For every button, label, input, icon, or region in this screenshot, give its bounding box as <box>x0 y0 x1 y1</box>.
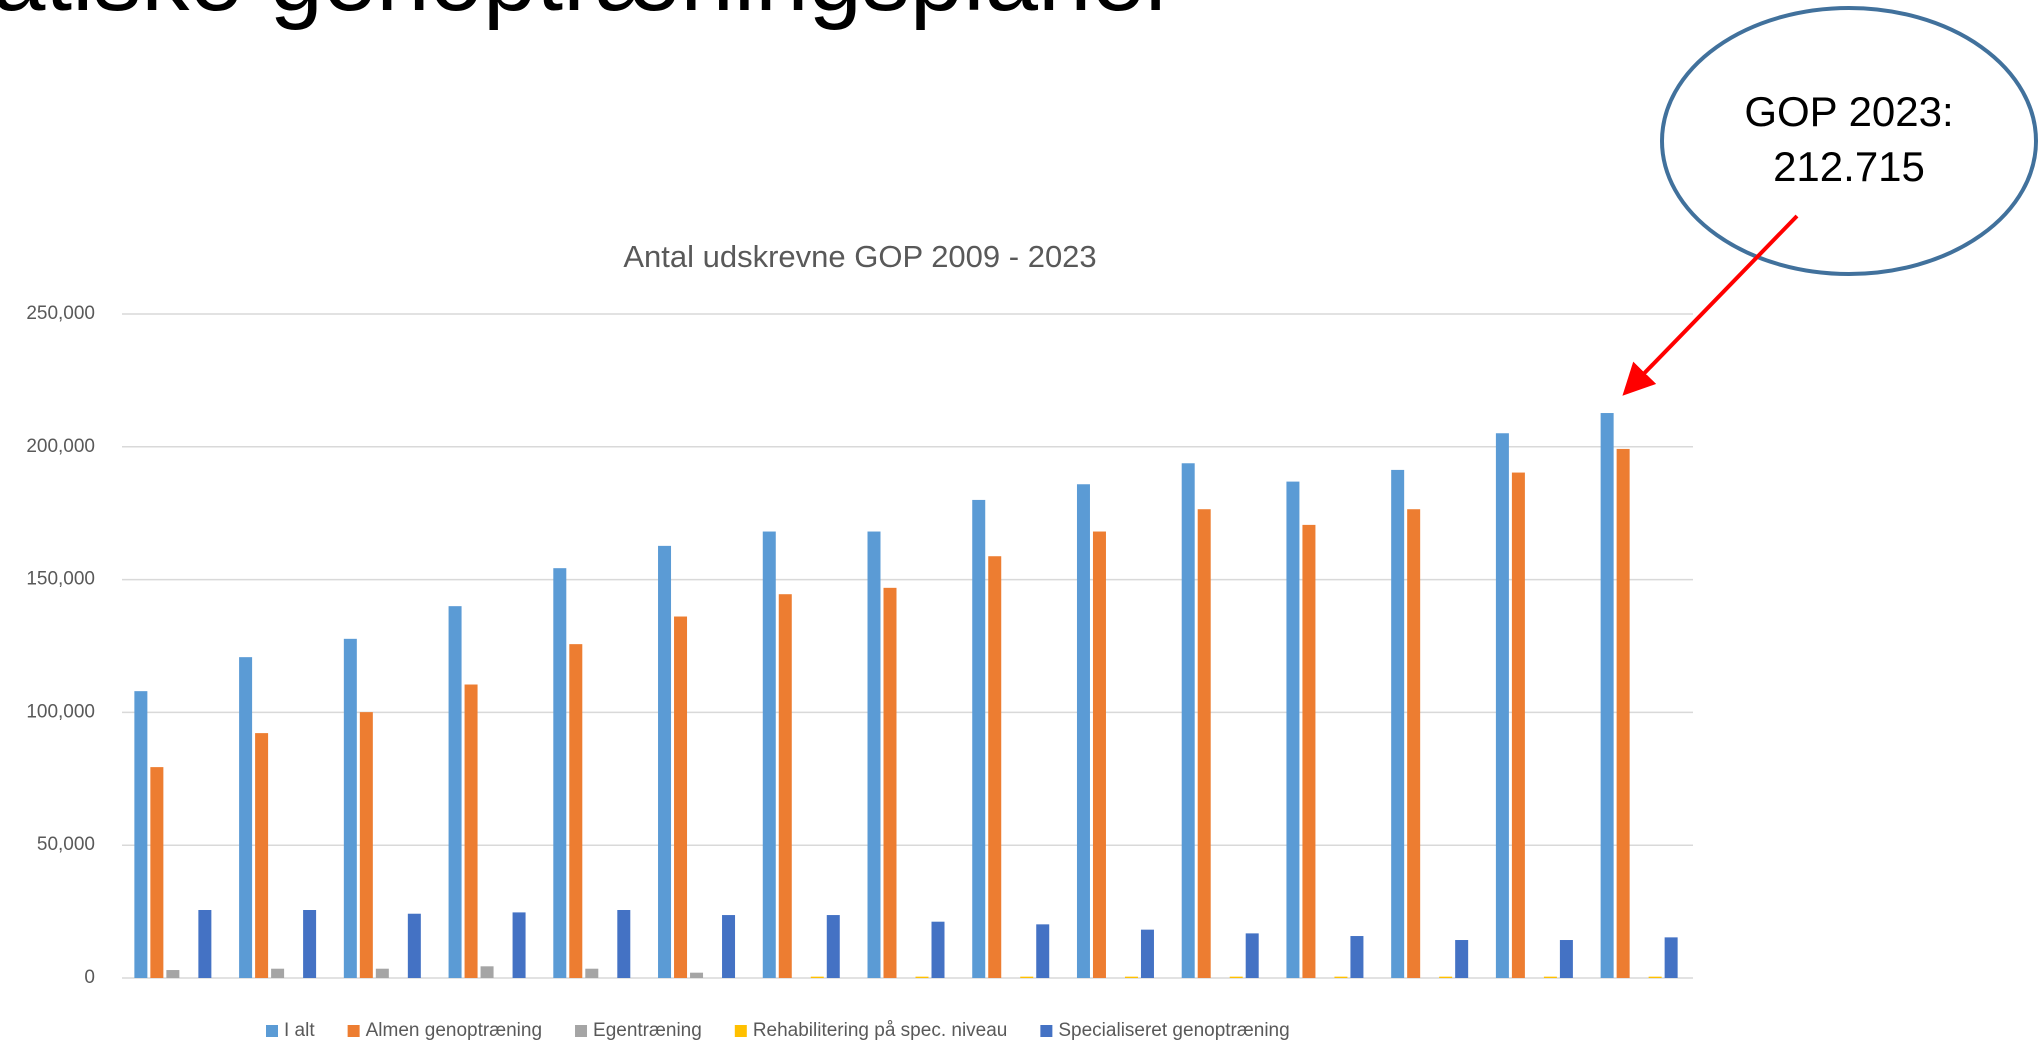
y-tick-label: 100,000 <box>26 701 95 722</box>
bar <box>1334 976 1348 978</box>
bar <box>166 970 180 978</box>
bar <box>762 531 776 978</box>
bar <box>674 616 688 978</box>
bar <box>198 910 212 978</box>
bar <box>1616 448 1630 978</box>
bar <box>255 733 269 978</box>
bar <box>778 594 792 978</box>
bar <box>1140 929 1154 978</box>
legend-swatch <box>266 1025 278 1037</box>
bar <box>585 968 599 978</box>
bar <box>1302 524 1316 978</box>
bar <box>658 545 672 978</box>
bar <box>1391 469 1405 978</box>
slide-heading: atiske genoptræningsplaner <box>0 0 1177 31</box>
bar <box>303 910 317 978</box>
legend-label: Specialiseret genoptræning <box>1058 1020 1289 1041</box>
y-tick-label: 0 <box>84 967 95 988</box>
callout-ellipse <box>1660 6 2038 276</box>
bar <box>972 499 986 978</box>
legend-label: I alt <box>284 1020 315 1041</box>
bar <box>1181 463 1195 978</box>
callout-text: 212.715 <box>1773 143 1925 190</box>
bar <box>1455 940 1469 978</box>
bar <box>1229 976 1243 978</box>
bar <box>569 644 583 978</box>
bar <box>690 972 704 978</box>
bar <box>1197 509 1211 978</box>
bar <box>480 966 494 978</box>
bar <box>1511 472 1525 978</box>
legend-swatch <box>575 1025 588 1037</box>
bar <box>1495 433 1509 978</box>
bar <box>867 531 881 978</box>
bar <box>826 915 840 978</box>
bar <box>464 684 478 978</box>
bar <box>1648 976 1662 978</box>
legend-swatch <box>734 1025 747 1037</box>
bar <box>1076 484 1090 978</box>
bar <box>915 976 929 978</box>
bar <box>1543 976 1557 978</box>
legend-label: Rehabilitering på spec. niveau <box>753 1020 1008 1041</box>
bar <box>1036 924 1050 978</box>
bar <box>722 915 736 978</box>
bar <box>239 657 253 978</box>
bar <box>359 712 373 978</box>
bar <box>271 968 285 978</box>
bar <box>1350 936 1364 978</box>
y-tick-label: 250,000 <box>26 303 95 324</box>
bar <box>150 767 164 978</box>
callout-text: GOP 2023: <box>1744 88 1953 135</box>
bar <box>931 921 945 978</box>
bar <box>1407 509 1421 978</box>
bar <box>134 691 148 978</box>
legend-label: Egentræning <box>593 1020 702 1041</box>
legend-swatch <box>347 1025 360 1037</box>
bar <box>1245 933 1259 978</box>
bar <box>883 587 897 978</box>
bar <box>407 913 421 978</box>
bar <box>343 638 357 978</box>
chart-title: Antal udskrevne GOP 2009 - 2023 <box>623 239 1096 274</box>
bar <box>1092 531 1106 978</box>
legend-label: Almen genoptræning <box>366 1020 542 1041</box>
bar <box>1286 481 1300 978</box>
bar <box>617 910 631 978</box>
y-tick-label: 200,000 <box>26 436 95 457</box>
bar <box>553 568 567 978</box>
legend-swatch <box>1040 1025 1053 1037</box>
bar <box>810 976 824 978</box>
bar <box>1664 937 1678 978</box>
bar <box>988 556 1002 978</box>
bar <box>1559 940 1573 978</box>
y-tick-label: 150,000 <box>26 569 95 590</box>
bar <box>1020 976 1034 978</box>
y-tick-label: 50,000 <box>37 834 95 855</box>
callout-arrow <box>1622 214 1799 396</box>
bar <box>375 968 389 978</box>
bar <box>1439 976 1453 978</box>
bar <box>512 912 526 978</box>
bar <box>1600 413 1614 979</box>
bar <box>1124 976 1138 978</box>
bar <box>448 606 462 978</box>
